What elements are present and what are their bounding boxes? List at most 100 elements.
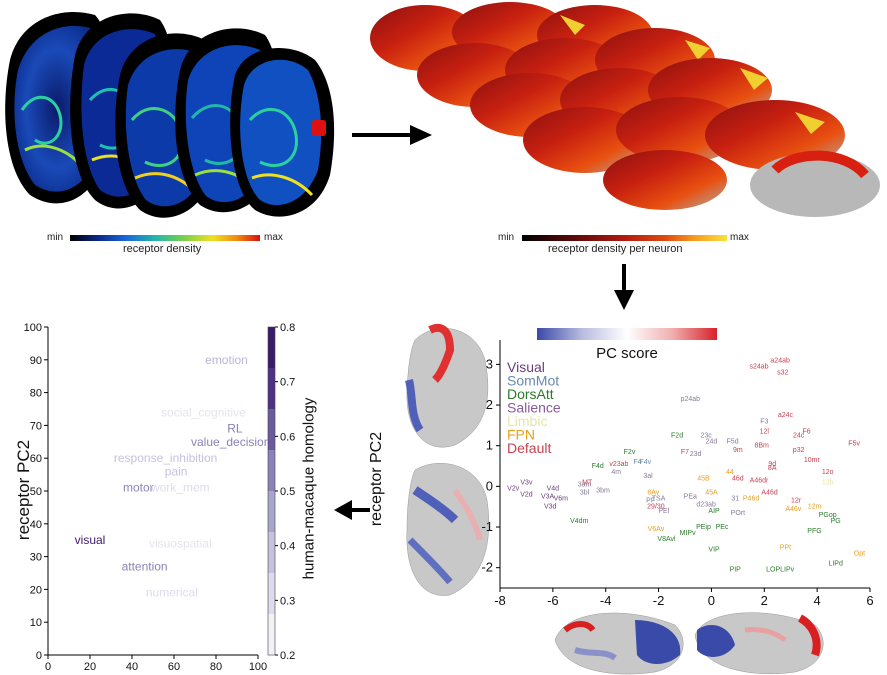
- pc-point-label: 23d: [690, 451, 702, 458]
- pc-point-label: p32: [793, 447, 805, 454]
- homology-colorbar-segment: [268, 491, 275, 533]
- pc-brain-surfaces: [405, 323, 490, 596]
- pc-scatter-chart: -8 -6 -4 -2 0 2 4 6 3 2 1 0 -1 -2 PC score VisualSomMot…: [481, 328, 874, 608]
- pc-point-label: VIP: [708, 546, 720, 553]
- pc-point-label: A46dr: [750, 477, 769, 484]
- homology-cbar-tick-label: 0.3: [280, 595, 295, 607]
- pc-point-label: V3A: [541, 494, 555, 501]
- term-point-label: visual: [75, 533, 106, 547]
- term-point-label: value_decision: [191, 435, 270, 449]
- pc-point-label: p24ab: [681, 396, 701, 403]
- term-y-tick-label: 10: [30, 617, 42, 629]
- term-y-tick-label: 90: [30, 355, 42, 367]
- pc-x-tick-label: 2: [761, 593, 768, 608]
- pc-point-label: P46d: [743, 496, 759, 503]
- pc-point-label: PGop: [819, 512, 837, 519]
- pc-point-label: V2v: [507, 485, 520, 492]
- term-x-tick-label: 80: [210, 661, 222, 673]
- panel-b-cbar-min: min: [498, 232, 515, 243]
- pc-point-label: AIP: [708, 508, 720, 515]
- pc-score-label: PC score: [596, 345, 658, 362]
- panel-b-colorbar: [522, 235, 727, 241]
- term-x-tick-label: 60: [168, 661, 180, 673]
- pc-point-label: 8Bm: [754, 443, 769, 450]
- panel-a-cbar-max: max: [264, 232, 283, 243]
- pc-point-label: 12m: [808, 504, 822, 511]
- legend-item-dorsatt: DorsAtt: [507, 386, 554, 402]
- homology-colorbar-segment: [268, 614, 275, 656]
- pc-point-label: s24ab: [749, 363, 768, 370]
- panel-c-ylabel-wrap: receptor PC2: [367, 432, 387, 526]
- receptor-density-slices: [5, 12, 335, 218]
- pc-point-label: PEa: [684, 494, 697, 501]
- homology-colorbar-segment: [268, 573, 275, 615]
- pc-point-label: PF: [646, 498, 655, 505]
- pc-point-label: PEip: [696, 524, 711, 531]
- homology-colorbar-segment: [268, 409, 275, 451]
- pc-point-label: 8A: [768, 465, 777, 472]
- legend-item-visual: Visual: [507, 359, 545, 375]
- pc-point-label: a24ab: [770, 357, 790, 364]
- term-point-label: pain: [165, 464, 188, 478]
- pc-y-tick-label: 1: [486, 438, 493, 453]
- panel-b-cbar-max: max: [730, 232, 749, 243]
- pc-point-label: F6: [802, 429, 810, 436]
- term-y-tick-label: 100: [24, 322, 42, 334]
- pc-point-label: 8Av: [647, 489, 659, 496]
- pc-point-label: A46d: [761, 489, 777, 496]
- term-y-tick-label: 80: [30, 388, 42, 400]
- pc-point-label: 45A: [705, 489, 718, 496]
- pc-point-label: V4d: [547, 485, 560, 492]
- pc-point-label: 29/30: [647, 504, 665, 511]
- pc-point-label: a24c: [778, 412, 794, 419]
- pc-y-tick-label: 0: [486, 478, 493, 493]
- receptor-density-per-neuron-surfaces: [370, 2, 880, 217]
- term-point-label: work_mem: [150, 481, 210, 495]
- term-y-tick-label: 30: [30, 552, 42, 564]
- term-point-label: numerical: [146, 586, 198, 600]
- pc-point-label: PFG: [807, 528, 821, 535]
- pc-point-label: 3am: [578, 481, 592, 488]
- brain-bottom-left: [554, 612, 684, 675]
- term-x-tick-label: 20: [84, 661, 96, 673]
- panel-a-cbar-label: receptor density: [123, 243, 202, 255]
- homology-cbar-tick-label: 0.4: [280, 541, 295, 553]
- term-point-label: motor: [123, 481, 154, 495]
- term-y-tick-label: 70: [30, 420, 42, 432]
- pc-point-label: F5d: [727, 439, 739, 446]
- term-y-tick-label: 20: [30, 584, 42, 596]
- pc-x-tick-label: 0: [708, 593, 715, 608]
- term-point-label: RL: [227, 422, 243, 436]
- pc-point-label: V8Avl: [657, 536, 676, 543]
- homology-cbar-tick-label: 0.7: [280, 377, 295, 389]
- pc-point-label: PG: [831, 518, 841, 525]
- pc-point-label: PIP: [730, 567, 742, 574]
- term-point-label: social_cognitive: [161, 405, 246, 419]
- arrow-left: [334, 500, 370, 520]
- homology-cbar-tick-label: 0.2: [280, 650, 295, 662]
- arrow-down: [614, 264, 634, 310]
- term-x-tick-label: 100: [249, 661, 267, 673]
- pc-point-label: s32: [777, 370, 788, 377]
- brain-medial-view: [405, 323, 489, 448]
- pc-point-label: V6Av: [648, 526, 665, 533]
- brain-bottom-right: [694, 612, 824, 675]
- pc-bottom-brains: [554, 612, 824, 675]
- term-y-tick-label: 50: [30, 486, 42, 498]
- pc-point-label: 13b: [822, 479, 834, 486]
- legend-item-sommot: SomMot: [507, 373, 559, 389]
- term-y-tick-label: 40: [30, 519, 42, 531]
- panel-c-y-axis-label: receptor PC2: [368, 431, 385, 527]
- panel-a-cbar-min: min: [47, 232, 64, 243]
- pc-y-tick-label: -1: [481, 519, 493, 534]
- pc-score-colorbar: [537, 328, 717, 340]
- term-scatter-chart: 0204060801001009080706050403020100PC1emo…: [24, 322, 296, 675]
- pc-point-label: 44: [726, 469, 734, 476]
- pc-point-label: Opt: [854, 550, 865, 557]
- pc-point-label: V2d: [520, 492, 533, 499]
- surface-row-5: [603, 150, 880, 217]
- term-point-label: response_inhibition: [114, 451, 217, 465]
- pc-x-tick-label: -4: [600, 593, 612, 608]
- legend-item-fpn: FPN: [507, 427, 535, 443]
- pc-point-label: 31: [731, 496, 739, 503]
